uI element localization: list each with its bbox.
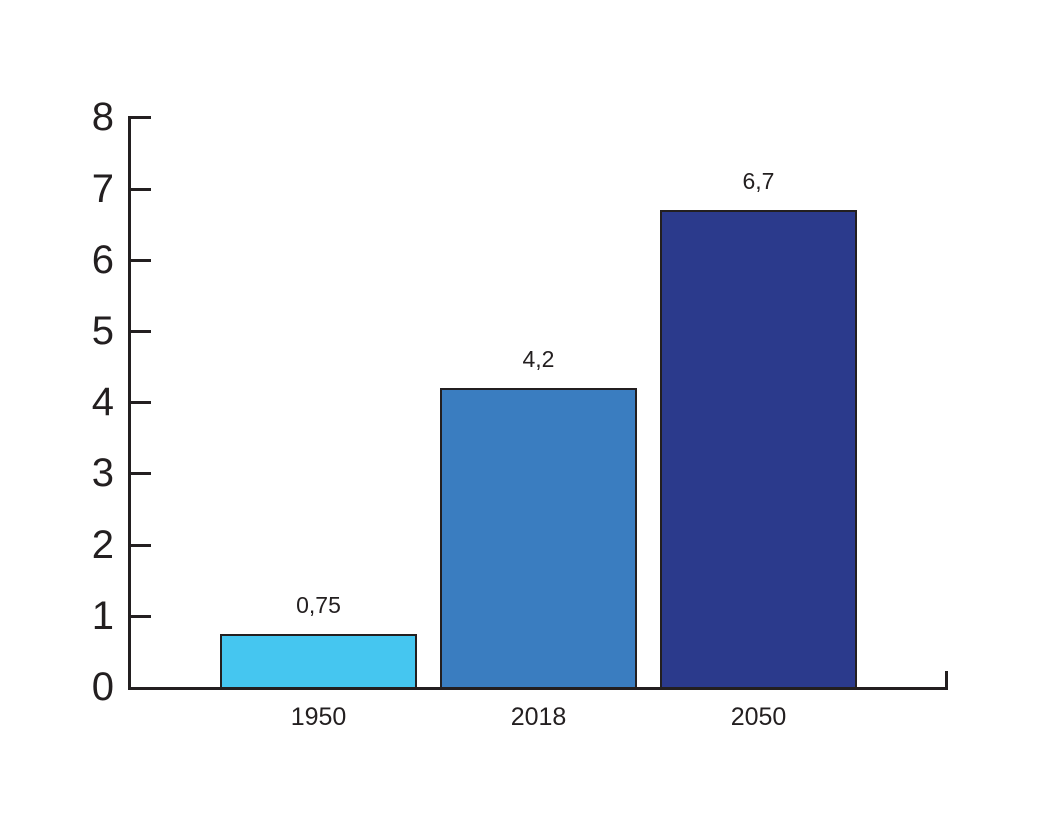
y-tick-label: 5 [91,309,114,353]
bar [440,387,637,689]
bar [220,633,417,689]
y-axis-line [128,116,131,690]
y-tick [131,116,151,120]
y-tick-label: 6 [91,237,114,282]
y-tick [131,330,151,333]
y-tick [131,401,151,405]
x-tick-label: 2050 [730,703,787,731]
y-tick [131,187,151,191]
bar-value-label: 4,2 [522,345,555,372]
x-tick-label: 1950 [290,703,347,731]
bar [660,209,857,689]
x-tick-label: 2018 [510,703,567,731]
y-tick [131,472,151,476]
y-tick-label: 2 [91,522,114,567]
x-axis-end-tick [945,671,948,690]
y-tick-label: 4 [91,380,114,425]
y-tick [131,543,151,547]
y-tick [131,258,151,262]
y-tick-label: 8 [91,95,114,140]
bar-value-label: 6,7 [742,167,775,194]
bar-value-label: 0,75 [296,591,341,618]
y-tick-label: 1 [91,593,114,638]
y-tick-label: 7 [91,166,114,211]
y-tick-label: 3 [91,451,114,496]
y-tick-label: 0 [91,665,114,709]
y-tick [131,614,151,618]
